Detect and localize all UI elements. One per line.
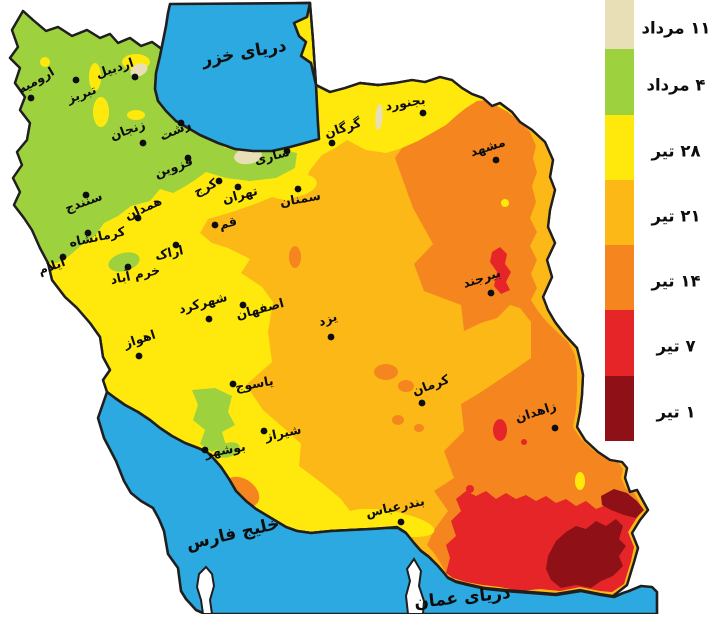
city-label: یاسوج xyxy=(234,373,275,394)
region-red-birjand xyxy=(490,247,511,294)
city-dot[interactable] xyxy=(27,94,35,102)
city-dot[interactable] xyxy=(59,253,67,261)
yellow-patch-zanjan xyxy=(127,110,145,120)
city-dot[interactable] xyxy=(397,518,405,526)
orange-patch-qom-east xyxy=(289,246,301,268)
city-dot[interactable] xyxy=(135,352,143,360)
city-dot[interactable] xyxy=(260,427,268,435)
city-dot[interactable] xyxy=(294,185,302,193)
region-red-zahedan xyxy=(493,419,507,441)
green-patch-zagros xyxy=(192,388,235,452)
city-dot[interactable] xyxy=(215,177,223,185)
iran-border xyxy=(8,1,650,598)
city-dot[interactable] xyxy=(134,214,142,222)
caspian-sea xyxy=(153,1,321,153)
city-label: قم xyxy=(217,213,238,232)
orange-patch-kerman-1 xyxy=(374,364,398,380)
orange-patch-kerman-3 xyxy=(392,415,404,425)
city-label: یزد xyxy=(316,308,339,329)
city-dot[interactable] xyxy=(229,380,237,388)
yellow-spot-eastborder xyxy=(575,472,585,490)
orange-patch-kerman-2 xyxy=(398,380,414,392)
yellow-coast-bandarabbas xyxy=(345,508,435,538)
yellow-tongue-semnan xyxy=(263,173,317,199)
yellow-patch-urmia-lake xyxy=(89,63,101,91)
city-dot[interactable] xyxy=(234,183,242,191)
city-dot[interactable] xyxy=(84,229,92,237)
city-dot[interactable] xyxy=(82,191,90,199)
beige-patch-bojnord xyxy=(375,104,383,130)
city-dot[interactable] xyxy=(239,301,247,309)
city-dot[interactable] xyxy=(72,76,80,84)
city-dot[interactable] xyxy=(184,154,192,162)
city-dot[interactable] xyxy=(283,147,291,155)
city-dot[interactable] xyxy=(172,241,180,249)
city-label: سمنان xyxy=(279,188,322,210)
city-dot[interactable] xyxy=(418,399,426,407)
city-dot[interactable] xyxy=(551,424,559,432)
region-darkred-main xyxy=(546,519,626,588)
climate-regions xyxy=(10,3,648,596)
city-dot[interactable] xyxy=(419,109,427,117)
qatar-peninsula xyxy=(195,565,216,615)
city-dot[interactable] xyxy=(205,315,213,323)
city-dot[interactable] xyxy=(328,139,336,147)
beige-patch-ardabil xyxy=(130,63,148,77)
region-red-spot-1 xyxy=(521,439,527,445)
green-patch-khorramabad xyxy=(108,252,140,272)
persian-gulf-oman-sea xyxy=(96,390,659,616)
city-dot[interactable] xyxy=(201,446,209,454)
city-label: اراک xyxy=(154,242,185,263)
city-label: بوشهر xyxy=(203,439,247,461)
green-patch-shiraz-north xyxy=(216,442,240,458)
yellow-patch-nw-2 xyxy=(93,97,109,127)
yellow-patch-nw-3 xyxy=(40,57,50,67)
region-red-spot-2 xyxy=(466,485,474,493)
city-dot[interactable] xyxy=(327,333,335,341)
region-darkred-east xyxy=(601,489,644,518)
region-green-northwest xyxy=(10,3,297,263)
city-dot[interactable] xyxy=(492,156,500,164)
city-dot[interactable] xyxy=(131,73,139,81)
city-dot[interactable] xyxy=(124,263,132,271)
orange-patch-kerman-4 xyxy=(414,424,424,432)
musandam-peninsula xyxy=(404,557,426,615)
city-dot[interactable] xyxy=(487,289,495,297)
city-dot[interactable] xyxy=(177,119,185,127)
city-dot[interactable] xyxy=(139,139,147,147)
city-label: بجنورد xyxy=(384,92,426,114)
yellow-spot-orange1 xyxy=(501,199,509,207)
city-dot[interactable] xyxy=(211,221,219,229)
